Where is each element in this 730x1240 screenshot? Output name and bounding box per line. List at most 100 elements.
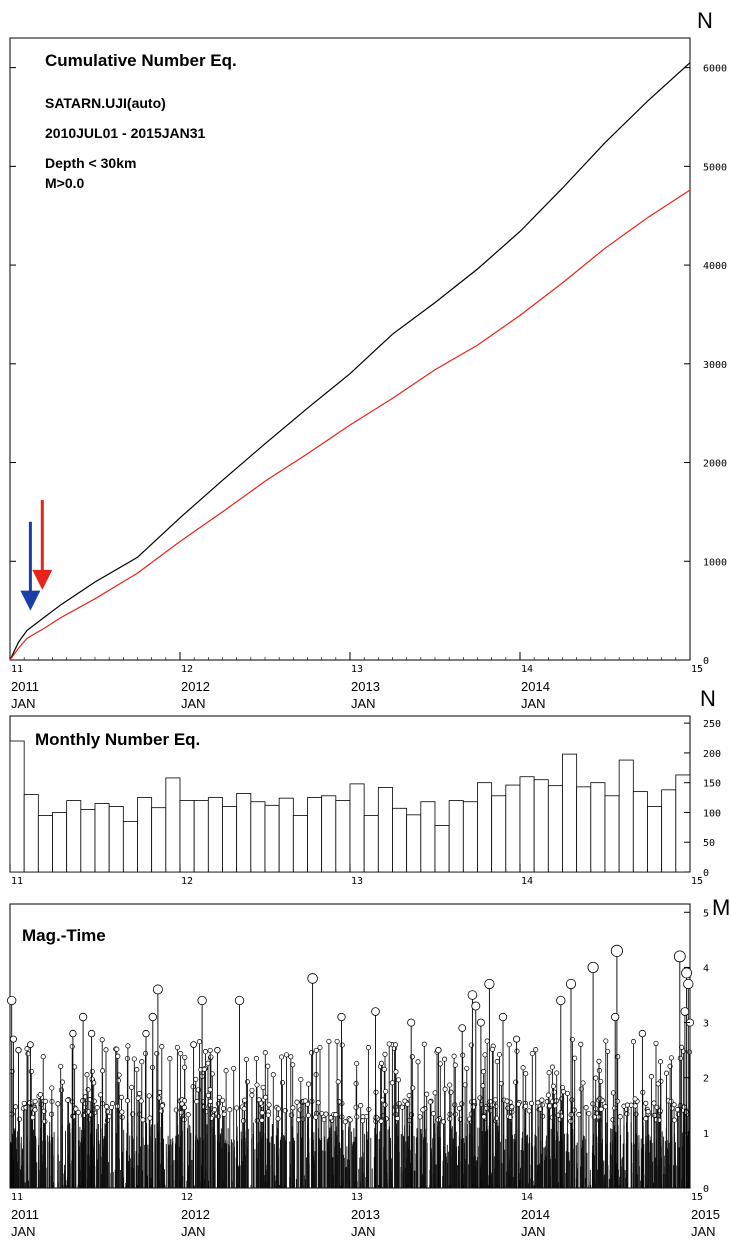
y-tick-label: 0	[703, 656, 709, 667]
event-marker	[643, 1100, 649, 1106]
monthly-bar	[137, 797, 153, 873]
event-marker	[335, 1079, 341, 1085]
event-marker	[653, 1040, 659, 1046]
y-tick-label: 5000	[703, 162, 727, 173]
event-marker	[424, 1091, 430, 1097]
event-marker	[452, 1062, 458, 1068]
event-marker	[674, 1107, 681, 1113]
event-marker	[207, 1087, 213, 1093]
event-marker	[494, 1059, 500, 1065]
event-marker	[242, 1097, 248, 1103]
event-marker	[249, 1087, 255, 1093]
y-tick-label: 0	[703, 868, 709, 879]
large-event-marker	[15, 1046, 22, 1054]
x-tick-label: 13	[351, 876, 363, 887]
event-marker	[583, 1105, 589, 1111]
event-marker	[533, 1047, 539, 1053]
depth-label: Depth < 30km	[45, 155, 136, 171]
monthly-bars	[9, 740, 691, 873]
event-marker	[386, 1041, 392, 1047]
monthly-bar	[406, 814, 422, 873]
large-event-marker	[471, 1001, 481, 1011]
event-marker	[119, 1109, 125, 1115]
event-marker	[552, 1103, 558, 1109]
event-marker	[671, 1117, 677, 1123]
cumulative-panel: Cumulative Number Eq. SATARN.UJI(auto) 2…	[9, 8, 727, 711]
monthly-bar	[462, 801, 478, 873]
event-marker	[586, 1110, 592, 1117]
x-tick-label: 13	[351, 664, 363, 675]
x-month-label: JAN	[691, 1224, 716, 1239]
event-marker	[393, 1069, 399, 1075]
event-marker	[205, 1060, 211, 1066]
event-marker	[58, 1063, 64, 1069]
event-marker	[288, 1054, 294, 1060]
event-marker	[482, 1052, 488, 1058]
event-marker	[59, 1079, 65, 1085]
large-event-marker	[513, 1035, 521, 1043]
event-marker	[580, 1080, 586, 1086]
y-tick-label: 4	[703, 963, 709, 974]
event-marker	[114, 1046, 120, 1052]
event-marker	[196, 1039, 203, 1045]
event-marker	[396, 1100, 402, 1107]
event-marker	[16, 1116, 22, 1122]
event-marker	[399, 1104, 405, 1110]
event-marker	[178, 1051, 184, 1057]
event-marker	[306, 1081, 312, 1087]
monthly-bar	[576, 786, 592, 873]
monthly-bar	[222, 806, 238, 873]
event-marker	[227, 1107, 233, 1113]
monthly-y-axis: 0 50 100 150 200 250	[684, 719, 721, 879]
monthly-bar	[165, 777, 181, 873]
x-year-label: 2014	[521, 679, 550, 694]
event-marker	[240, 1118, 247, 1124]
event-marker	[159, 1044, 165, 1050]
magtime-title: Mag.-Time	[22, 926, 106, 945]
network-label: SATARN.UJI(auto)	[45, 95, 166, 111]
event-marker	[657, 1059, 664, 1065]
event-marker	[597, 1096, 603, 1102]
event-marker	[266, 1102, 272, 1108]
event-marker	[598, 1106, 604, 1112]
large-event-marker	[683, 978, 694, 990]
large-event-marker	[197, 995, 207, 1006]
event-marker	[430, 1111, 437, 1117]
event-marker	[546, 1070, 552, 1076]
y-tick-label: 2	[703, 1074, 709, 1085]
event-marker	[142, 1050, 149, 1056]
large-event-marker	[638, 1029, 647, 1038]
event-marker	[309, 1050, 315, 1056]
event-marker	[290, 1105, 296, 1111]
event-marker	[275, 1116, 281, 1122]
event-marker	[202, 1049, 209, 1055]
y-tick-label: 1	[703, 1129, 709, 1140]
event-marker	[451, 1053, 457, 1059]
monthly-bar	[250, 801, 266, 873]
x-month-label: JAN	[521, 1224, 546, 1239]
event-marker	[333, 1112, 339, 1118]
y-tick-label: 3000	[703, 360, 727, 371]
event-marker	[520, 1065, 526, 1071]
event-marker	[27, 1100, 33, 1106]
monthly-bar	[321, 795, 337, 873]
event-marker	[30, 1114, 36, 1121]
monthly-bar	[661, 789, 677, 873]
event-marker	[405, 1101, 411, 1107]
event-marker	[539, 1102, 545, 1108]
event-marker	[655, 1081, 661, 1087]
x-tick-label: 12	[181, 876, 193, 887]
large-event-marker	[467, 990, 478, 1000]
event-marker	[382, 1102, 388, 1108]
event-marker	[545, 1092, 551, 1098]
x-month-label: JAN	[351, 696, 376, 711]
x-month-label: JAN	[11, 696, 36, 711]
event-marker	[300, 1116, 306, 1122]
x-tick-label: 12	[181, 1192, 193, 1203]
event-marker	[651, 1112, 657, 1118]
monthly-bar	[519, 776, 535, 873]
event-marker	[539, 1097, 545, 1103]
monthly-bar	[9, 740, 25, 873]
event-marker	[249, 1092, 255, 1098]
